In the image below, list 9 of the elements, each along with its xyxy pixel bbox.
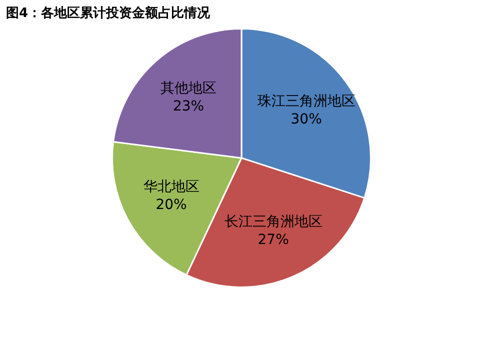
data-label: 30%	[290, 112, 322, 128]
data-label: 20%	[156, 197, 187, 214]
slice-label: 其他地区	[160, 80, 217, 97]
slice-label: 长江三角洲地区	[224, 214, 322, 230]
data-label: 27%	[258, 232, 289, 248]
slice-label: 珠江三角洲地区	[257, 94, 356, 110]
slice-label: 华北地区	[143, 179, 200, 196]
data-label: 23%	[172, 98, 204, 115]
chart-title: 图4：各地区累计投资金额占比情况	[6, 4, 210, 22]
